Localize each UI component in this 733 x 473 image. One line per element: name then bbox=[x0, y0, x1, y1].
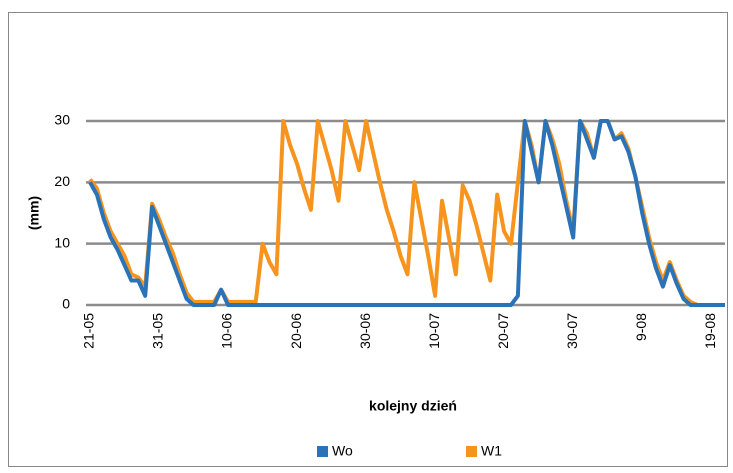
x-tick-label: 21-05 bbox=[81, 313, 97, 349]
y-tick-label: 0 bbox=[62, 296, 70, 312]
legend-swatch bbox=[317, 446, 328, 457]
series-line bbox=[88, 119, 725, 307]
x-tick-label: 31-05 bbox=[150, 313, 166, 349]
y-tick-label: 10 bbox=[54, 234, 70, 250]
x-tick-label: 30-07 bbox=[564, 313, 580, 349]
chart-frame bbox=[8, 12, 728, 467]
x-tick-label: 9-08 bbox=[633, 313, 649, 341]
y-tick-label: 30 bbox=[54, 112, 70, 128]
y-tick-label: 20 bbox=[54, 173, 70, 189]
x-tick-label: 20-07 bbox=[495, 313, 511, 349]
x-axis-label: kolejny dzień bbox=[369, 398, 457, 414]
x-tick-label: 20-06 bbox=[288, 313, 304, 349]
x-tick-label: 30-06 bbox=[357, 313, 373, 349]
legend-label: W1 bbox=[481, 443, 502, 459]
x-tick-label: 19-08 bbox=[702, 313, 718, 349]
legend-swatch bbox=[466, 446, 477, 457]
x-tick-label: 10-07 bbox=[426, 313, 442, 349]
x-tick-label: 10-06 bbox=[219, 313, 235, 349]
y-axis-label: (mm) bbox=[26, 196, 42, 230]
legend-label: Wo bbox=[332, 443, 353, 459]
